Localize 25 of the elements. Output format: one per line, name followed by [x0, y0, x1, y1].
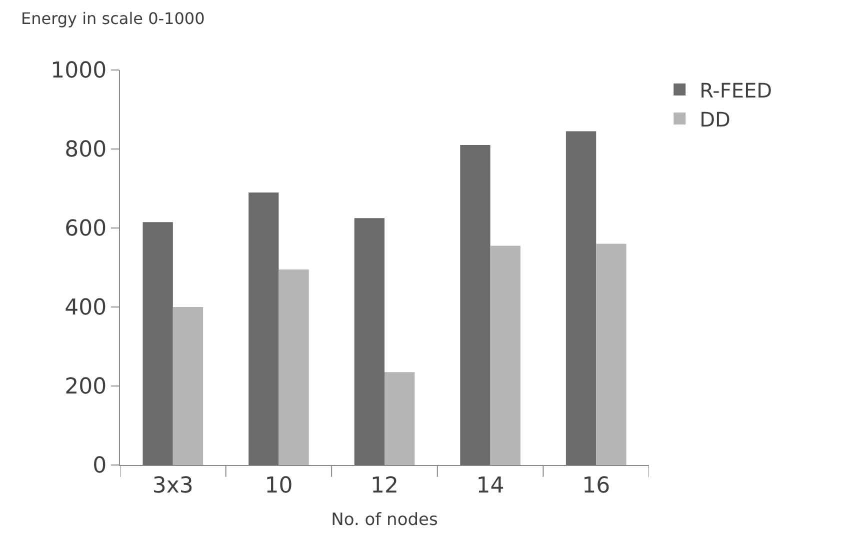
y-tick-label: 800 [64, 138, 107, 163]
bar [384, 372, 415, 465]
bar [596, 244, 626, 465]
x-tick-label: 3x3 [152, 473, 194, 498]
x-tick-label: 16 [582, 473, 610, 498]
x-tick-label: 12 [370, 473, 398, 498]
y-tick-label: 600 [64, 216, 107, 242]
bar [566, 131, 596, 465]
bar [172, 307, 204, 465]
x-axis-title: No. of nodes [331, 510, 438, 530]
y-tick-label: 0 [92, 454, 107, 479]
y-tick-label: 400 [64, 296, 107, 321]
legend-label: R-FEED [700, 78, 772, 102]
x-tick-label: 10 [264, 473, 293, 498]
bar [490, 246, 520, 465]
bar [278, 269, 309, 465]
bar [248, 192, 279, 465]
legend-label: DD [700, 107, 730, 132]
y-tick-label: 1000 [50, 58, 107, 84]
bar [460, 145, 490, 465]
bar [142, 222, 173, 465]
x-tick-label: 14 [476, 473, 504, 498]
y-axis-title: Energy in scale 0-1000 [21, 9, 205, 28]
bar [354, 218, 384, 465]
y-tick-label: 200 [64, 374, 107, 400]
